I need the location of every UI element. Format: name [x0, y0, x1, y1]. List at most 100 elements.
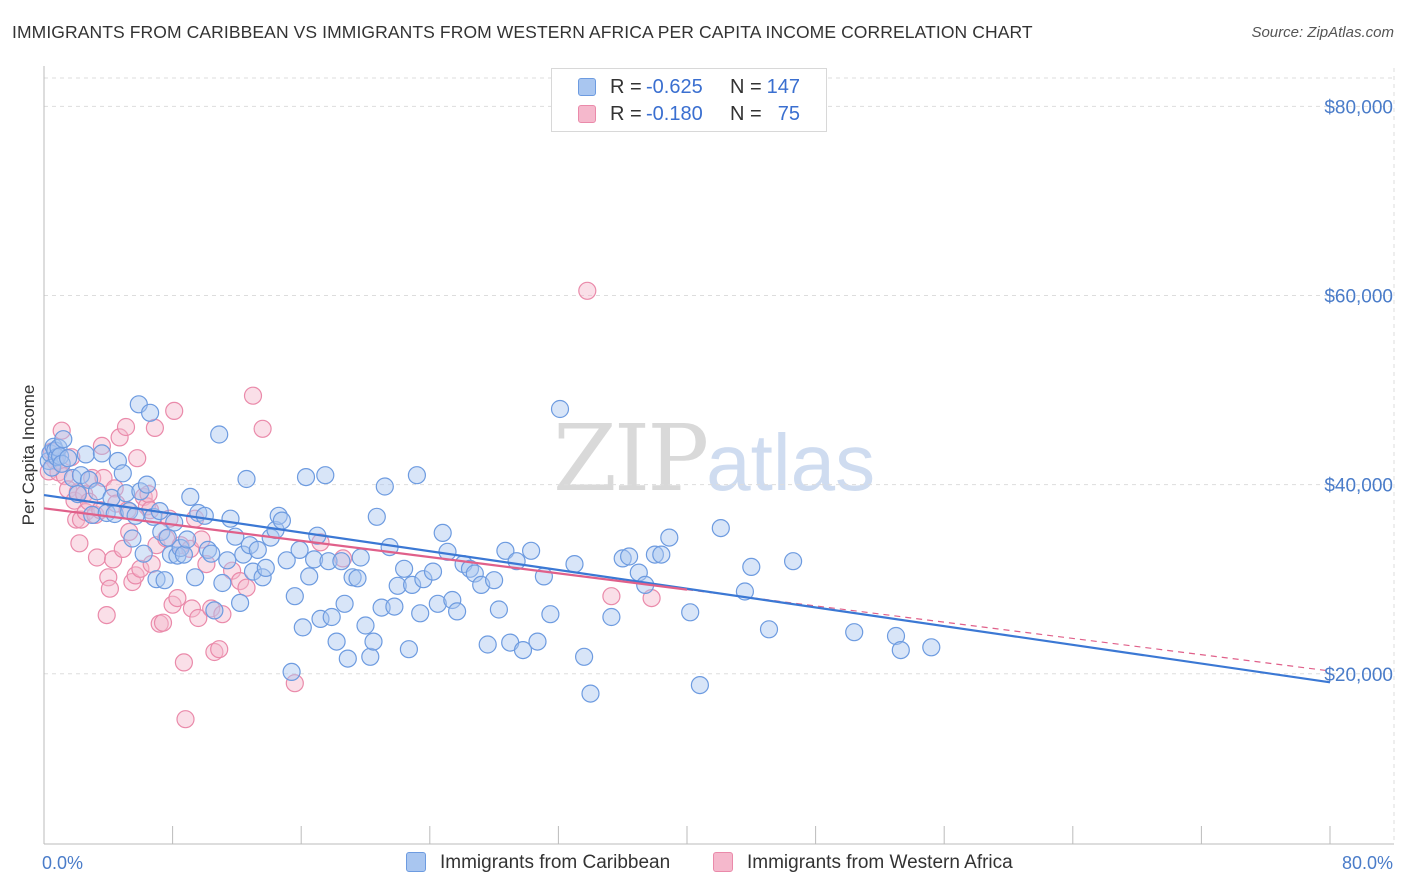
- data-point: [178, 530, 197, 549]
- data-point: [332, 552, 351, 571]
- data-point: [581, 684, 600, 703]
- data-point: [742, 557, 761, 577]
- data-point: [338, 649, 357, 668]
- data-point: [269, 506, 288, 525]
- data-point: [845, 623, 864, 642]
- caribbean-swatch: [578, 78, 596, 96]
- wafrica-swatch: [578, 105, 596, 123]
- n-value: 147: [766, 76, 800, 98]
- data-point: [395, 559, 414, 578]
- n-label: N =: [730, 103, 762, 125]
- data-point: [578, 281, 597, 300]
- data-point: [231, 571, 250, 591]
- data-point: [399, 640, 418, 659]
- data-point: [205, 642, 224, 662]
- data-point: [168, 588, 187, 608]
- data-point: [388, 576, 407, 595]
- y-tick-label: $60,000: [1324, 287, 1393, 308]
- data-point: [202, 544, 221, 563]
- correlation-legend: R = -0.625 N = 147 R = -0.180 N = 75: [551, 68, 827, 132]
- data-point: [256, 558, 275, 578]
- data-point: [478, 635, 497, 654]
- data-point: [76, 445, 95, 464]
- data-point: [97, 605, 116, 625]
- data-point: [192, 530, 211, 549]
- data-point: [300, 567, 319, 586]
- data-point: [652, 545, 671, 564]
- data-point: [237, 469, 256, 489]
- caribbean-swatch: [406, 852, 426, 872]
- data-point: [99, 568, 118, 587]
- data-point: [205, 601, 224, 620]
- data-point: [174, 545, 193, 564]
- data-point: [351, 548, 370, 567]
- data-point: [316, 466, 335, 485]
- x-tick-label: 80.0%: [1342, 853, 1393, 873]
- data-point: [186, 568, 205, 587]
- r-label: R =: [610, 76, 642, 98]
- data-point: [489, 600, 508, 619]
- data-point: [134, 544, 153, 563]
- chart-title: IMMIGRANTS FROM CARIBBEAN VS IMMIGRANTS …: [12, 22, 1033, 42]
- data-point: [58, 449, 78, 468]
- data-point: [322, 607, 341, 627]
- data-point: [145, 418, 164, 437]
- data-point: [602, 587, 621, 606]
- data-point: [116, 484, 136, 503]
- data-point: [100, 579, 120, 598]
- n-label: N =: [730, 76, 762, 98]
- data-point: [565, 554, 584, 574]
- wafrica-trend-extension: [686, 589, 1331, 672]
- data-point: [87, 548, 107, 567]
- r-value: -0.180: [646, 103, 703, 125]
- data-point: [385, 597, 404, 616]
- data-point: [137, 475, 156, 494]
- data-point: [574, 647, 594, 666]
- data-point: [327, 632, 346, 651]
- data-point: [131, 559, 150, 578]
- data-point: [231, 593, 250, 613]
- data-point: [161, 545, 181, 564]
- data-point: [319, 552, 338, 571]
- data-points: [39, 281, 941, 729]
- data-point: [783, 552, 803, 571]
- data-point: [272, 511, 291, 530]
- data-point: [485, 571, 504, 590]
- data-point: [335, 594, 354, 613]
- y-tick-label: $40,000: [1324, 476, 1393, 497]
- data-point: [92, 444, 112, 463]
- data-point: [448, 602, 467, 621]
- data-point: [176, 710, 195, 729]
- data-point: [141, 403, 160, 422]
- data-point: [92, 436, 112, 455]
- data-point: [128, 449, 147, 468]
- data-point: [165, 401, 184, 420]
- r-value: -0.625: [646, 76, 703, 98]
- n-value: 75: [777, 103, 800, 125]
- data-point: [293, 618, 312, 637]
- data-point: [110, 428, 129, 447]
- data-point: [541, 605, 560, 624]
- data-point: [116, 417, 136, 437]
- data-point: [311, 609, 330, 629]
- data-point: [922, 638, 941, 657]
- data-point: [513, 640, 533, 660]
- data-point: [210, 425, 229, 444]
- data-point: [367, 507, 386, 526]
- wafrica-swatch: [713, 852, 733, 872]
- y-tick-label: $20,000: [1324, 665, 1393, 686]
- data-point: [153, 613, 173, 632]
- data-point: [296, 468, 316, 487]
- grid-lines: [44, 68, 1395, 844]
- data-point: [891, 640, 910, 660]
- legend-row-wafrica: R = -0.180 N = 75: [552, 102, 826, 128]
- data-point: [234, 545, 253, 564]
- data-point: [411, 604, 430, 623]
- legend-row-caribbean: R = -0.625 N = 147: [552, 75, 826, 101]
- data-point: [155, 571, 174, 590]
- data-point: [237, 578, 256, 597]
- data-point: [348, 569, 367, 588]
- data-point: [613, 549, 632, 568]
- data-point: [253, 419, 272, 438]
